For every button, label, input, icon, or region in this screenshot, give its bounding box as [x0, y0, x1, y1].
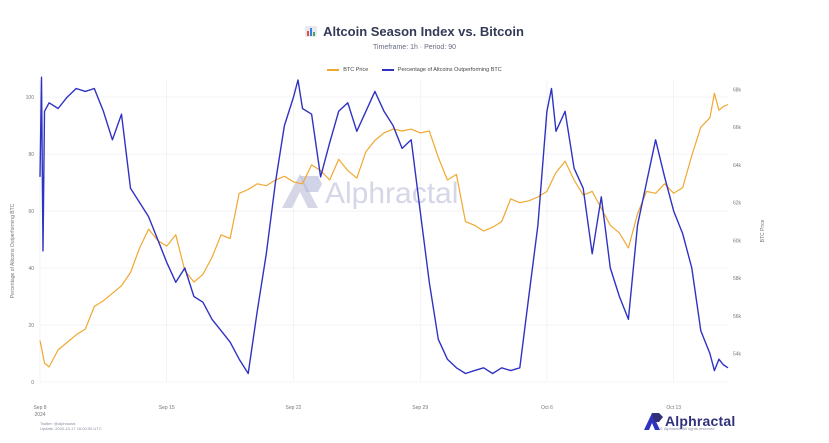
legend-item-btc[interactable]: BTC Price — [327, 67, 368, 73]
legend-item-altcoin[interactable]: Percentage of Altcoins Outperforming BTC — [381, 67, 502, 73]
y-right-tick-label: 56k — [733, 314, 742, 320]
x-tick-label: Sep 8 — [33, 405, 46, 411]
legend-label-btc: BTC Price — [343, 67, 369, 73]
footer-update: Update: 2024-10-17 16:00:00 UTC — [40, 426, 102, 431]
y-right-tick-label: 66k — [733, 125, 742, 131]
footer-note: Twitter: @alphractal Update: 2024-10-17 … — [40, 421, 102, 431]
y-right-tick-label: 54k — [733, 352, 742, 358]
chart-subtitle: Timeframe: 1h · Period: 90 — [373, 44, 456, 51]
y-right-tick-label: 60k — [733, 238, 742, 244]
alphractal-logo-icon — [644, 413, 663, 430]
watermark-logo-icon — [282, 174, 318, 208]
brand-logo: Alphractal — [643, 411, 735, 431]
grid-lines — [39, 80, 728, 383]
watermark-logo-icon-accent — [300, 176, 322, 192]
y-right-tick-label: 64k — [733, 163, 742, 169]
y-left-tick-label: 80 — [28, 152, 34, 158]
y-right-tick-label: 68k — [733, 87, 742, 93]
x-tick-label: Sep 22 — [286, 405, 302, 411]
watermark-text: Alphractal — [325, 177, 458, 210]
bar-chart-icon — [305, 26, 318, 37]
x-tick-label: Oct 6 — [541, 405, 553, 411]
legend-swatch-btc — [327, 69, 340, 71]
legend-label-altcoin: Percentage of Altcoins Outperforming BTC — [397, 67, 502, 73]
watermark: Alphractal — [282, 174, 458, 210]
y-left-tick-label: 20 — [28, 323, 34, 329]
chart-title: Altcoin Season Index vs. Bitcoin — [323, 24, 524, 39]
legend-swatch-altcoin — [381, 69, 394, 71]
legend: BTC Price Percentage of Altcoins Outperf… — [0, 67, 829, 73]
brand-name: Alphractal — [665, 413, 736, 429]
y-left-tick-label: 60 — [28, 209, 34, 215]
x-tick-label: Sep 29 — [412, 405, 428, 411]
y-left-tick-label: 100 — [26, 95, 35, 101]
footer-twitter: Twitter: @alphractal — [40, 421, 76, 426]
y-right-tick-label: 62k — [733, 201, 742, 207]
brand-note: © Alphractal All rights reserved — [660, 426, 715, 431]
y-left-tick-label: 0 — [31, 380, 34, 386]
x-tick-label: Oct 13 — [666, 405, 681, 411]
x-tick-label: Sep 15 — [159, 405, 175, 411]
series-line-btc-price — [39, 92, 729, 368]
y-right-tick-label: 58k — [733, 276, 742, 282]
y-left-axis-title: Percentage of Altcoins Outperforming BTC — [10, 203, 16, 298]
y-right-axis-title: BTC Price — [760, 219, 766, 242]
y-left-tick-label: 40 — [28, 266, 34, 272]
axes: 0 20 40 60 80 100 54k 56k 58k 60k 62k 64k 66k 68k Sep … — [10, 87, 766, 418]
x-tick-sublabel: 2024 — [34, 412, 45, 418]
series-group — [39, 76, 729, 375]
series-line-altcoin-percentage — [39, 76, 729, 375]
chart-title-row: Altcoin Season Index vs. Bitcoin — [0, 24, 829, 39]
